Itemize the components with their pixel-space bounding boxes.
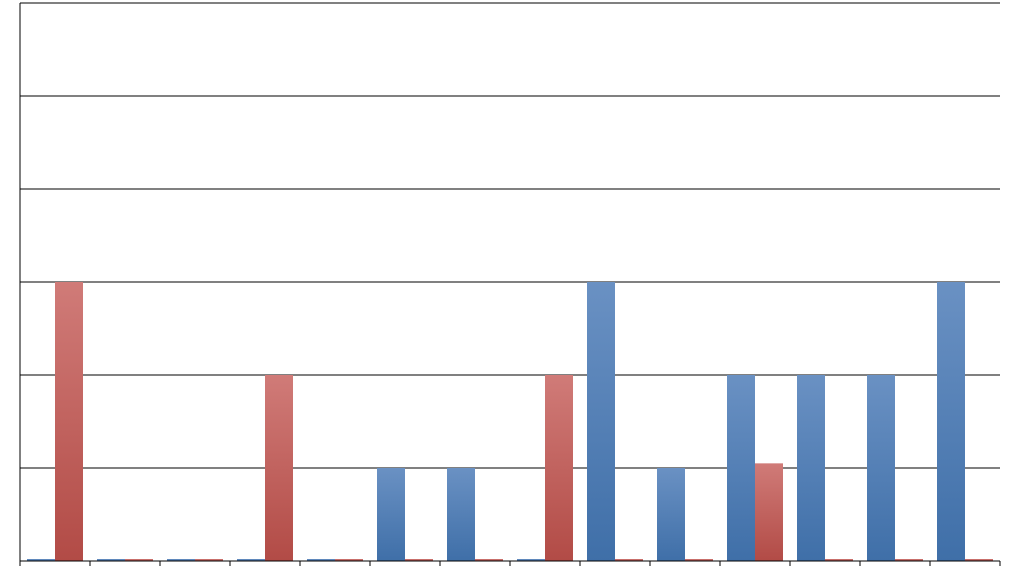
bar (447, 468, 475, 561)
bar-chart (0, 0, 1009, 569)
bar (937, 282, 965, 561)
bar (755, 463, 783, 561)
chart-background (0, 0, 1009, 569)
bar (727, 375, 755, 561)
bar (545, 375, 573, 561)
bar (797, 375, 825, 561)
bar (55, 282, 83, 561)
bar (867, 375, 895, 561)
bar (265, 375, 293, 561)
chart-svg (0, 0, 1009, 569)
bar (587, 282, 615, 561)
bar (657, 468, 685, 561)
bar (377, 468, 405, 561)
